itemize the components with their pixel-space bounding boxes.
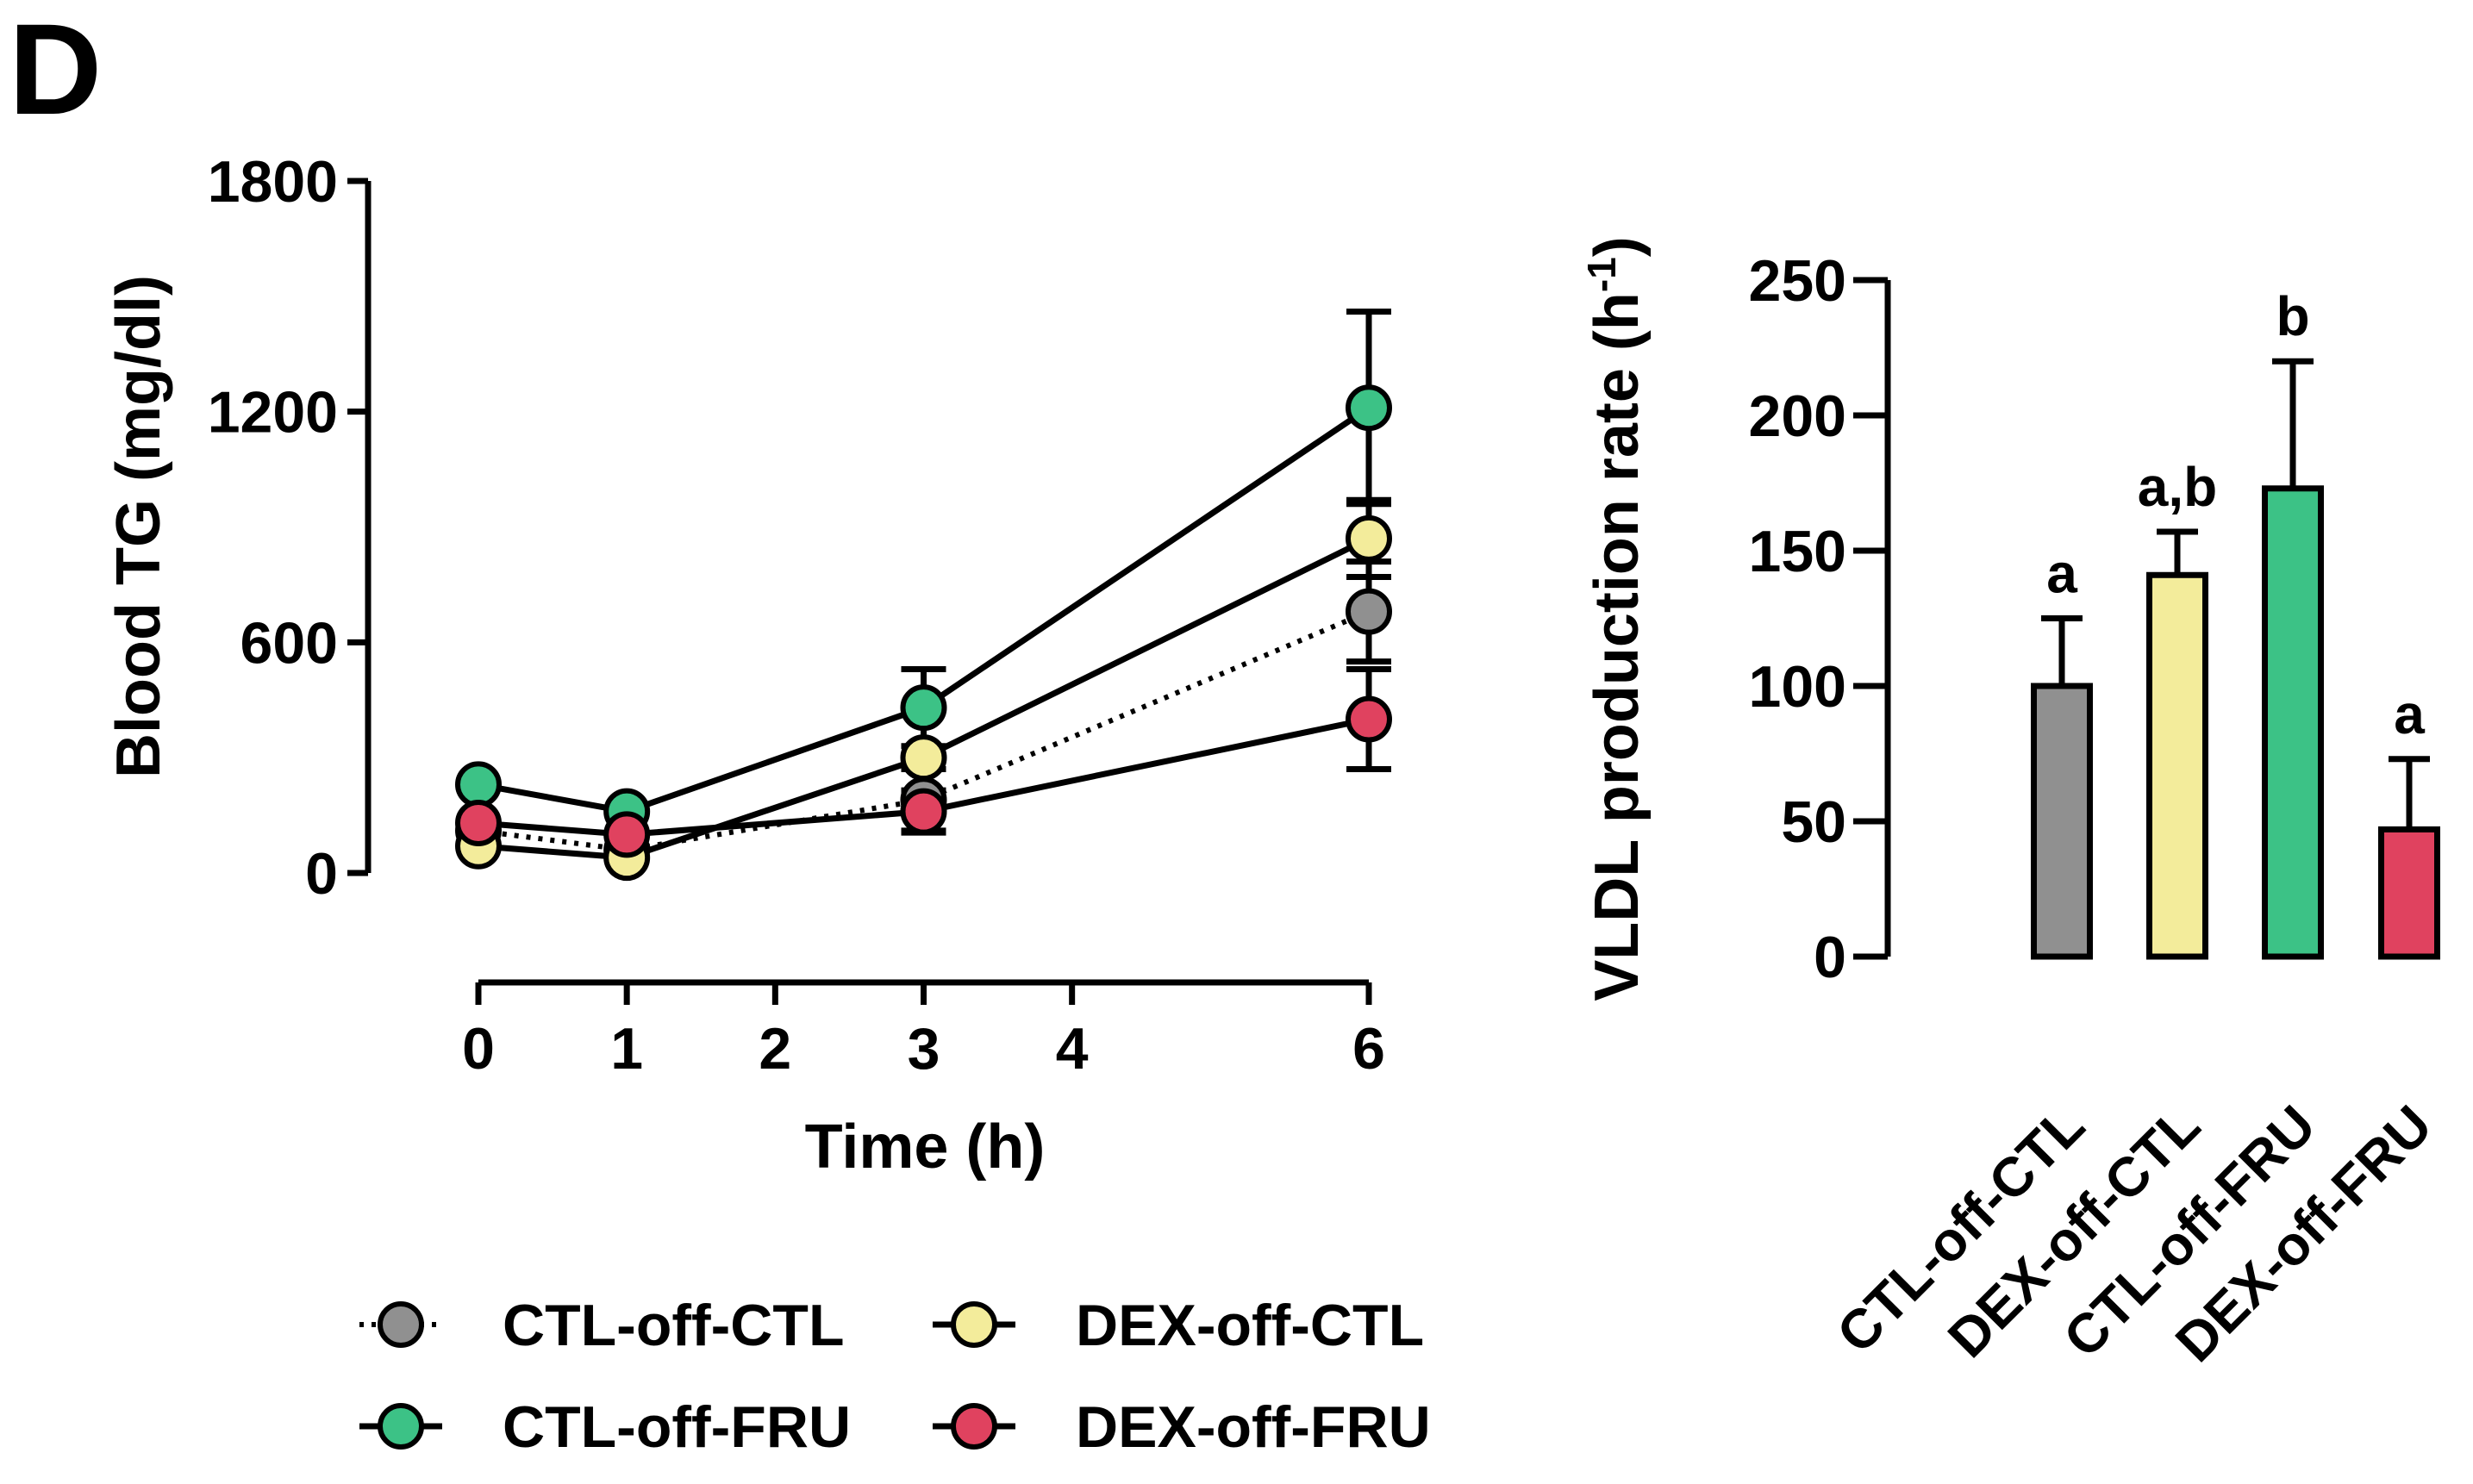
data-point (900, 684, 947, 732)
x-tick-label: 2 (759, 1016, 791, 1082)
y-axis-title: VLDL production rate (h-1) (1579, 236, 1652, 1001)
legend-marker (951, 1301, 997, 1348)
series-line (478, 608, 1371, 853)
bar (2378, 826, 2440, 960)
x-tick-label: 3 (908, 1016, 940, 1082)
line-chart: 0 600 1200 1800 0 1 2 3 4 6 Time (h) Blood TG (mg/d… (104, 149, 1392, 1182)
data-point (1346, 514, 1392, 562)
data-point (900, 734, 947, 782)
x-tick-label: 1 (610, 1016, 643, 1082)
y-tick-label: 0 (305, 841, 338, 907)
y-axis-title-superscript: -1 (1579, 257, 1624, 292)
legend: CTL-off-CTL DEX-off-CTL CTL-off-FRU DEX-off… (359, 1293, 1431, 1460)
y-axis-title-main: VLDL production rate (h (1583, 292, 1652, 1001)
legend-marker (951, 1403, 997, 1450)
y-tick-label: 1200 (208, 380, 338, 446)
data-point (1346, 695, 1392, 743)
x-tick-label: 4 (1056, 1016, 1089, 1082)
significance-label: a,b (2138, 456, 2217, 518)
legend-label: DEX-off-CTL (1076, 1293, 1424, 1358)
y-tick-label: 100 (1749, 654, 1846, 720)
series-line (478, 405, 1371, 815)
data-point (603, 811, 651, 858)
y-tick-label: 200 (1749, 383, 1846, 449)
legend-label: CTL-off-FRU (503, 1394, 851, 1460)
legend-label: DEX-off-FRU (1076, 1394, 1431, 1460)
y-tick-label: 1800 (208, 149, 338, 215)
significance-label: a (2046, 543, 2077, 605)
significance-label: a (2394, 683, 2425, 745)
significance-label: b (2276, 285, 2309, 347)
bar (2031, 683, 2093, 960)
bar (2262, 485, 2324, 960)
y-tick-label: 0 (1814, 925, 1846, 990)
bar-chart: 0 50 100 150 200 250 VLDL production rate (h-1… (1579, 236, 2444, 1374)
legend-label: CTL-off-CTL (503, 1293, 844, 1358)
data-point (455, 761, 502, 808)
x-tick-label: 6 (1352, 1016, 1385, 1082)
legend-marker (378, 1301, 424, 1348)
y-tick-label: 50 (1781, 789, 1846, 855)
y-axis-title-close: ) (1583, 236, 1652, 257)
x-tick-label: 0 (462, 1016, 495, 1082)
data-point (1346, 384, 1392, 432)
panel-label: D (9, 0, 103, 141)
y-axis-title: Blood TG (mg/dl) (104, 275, 173, 778)
y-tick-label: 150 (1749, 519, 1846, 584)
y-tick-label: 250 (1749, 248, 1846, 314)
series-line (478, 716, 1370, 838)
legend-marker (378, 1403, 424, 1450)
data-point (900, 788, 947, 835)
bar (2146, 571, 2208, 960)
data-point (455, 800, 502, 847)
x-axis-title: Time (h) (805, 1113, 1046, 1182)
y-tick-label: 600 (240, 610, 338, 676)
series-line (478, 535, 1371, 861)
data-point (1346, 588, 1392, 635)
